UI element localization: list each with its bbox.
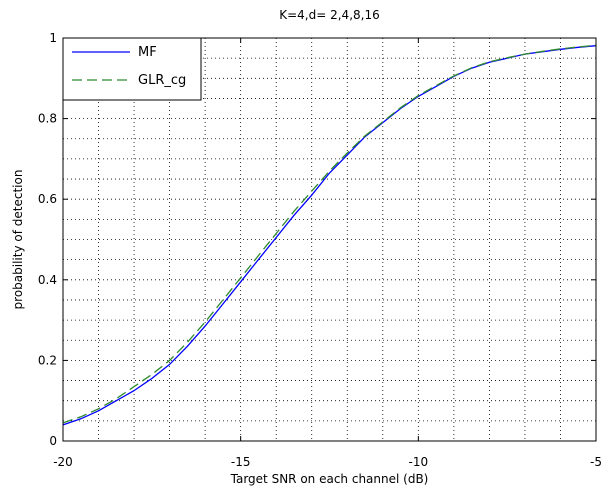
series-lines (62, 44, 597, 426)
legend-label-glr-cg: GLR_cg (138, 73, 186, 88)
legend: MF GLR_cg (62, 37, 202, 101)
axis-ticks: -20 -15 -10 -5 0 0.2 0.4 0.6 0.8 1 (38, 31, 602, 469)
x-tick-label: -20 (53, 455, 73, 469)
chart-title: K=4,d= 2,4,8,16 (279, 8, 379, 22)
legend-box (62, 37, 202, 101)
y-tick-label: 0.2 (38, 353, 57, 367)
y-tick-label: 1 (49, 31, 57, 45)
y-tick-label: 0 (49, 434, 57, 448)
x-axis-label: Target SNR on each channel (dB) (230, 472, 429, 486)
x-tick-label: -10 (409, 455, 429, 469)
plot-frame (62, 37, 597, 442)
legend-label-mf: MF (138, 45, 157, 60)
series-line-glr-cg (62, 44, 597, 424)
x-tick-label: -15 (231, 455, 251, 469)
y-tick-label: 0.8 (38, 112, 57, 126)
x-tick-label: -5 (590, 455, 602, 469)
y-tick-label: 0.6 (38, 192, 57, 206)
y-tick-label: 0.4 (38, 273, 57, 287)
y-axis-label: probability of detection (11, 170, 25, 310)
